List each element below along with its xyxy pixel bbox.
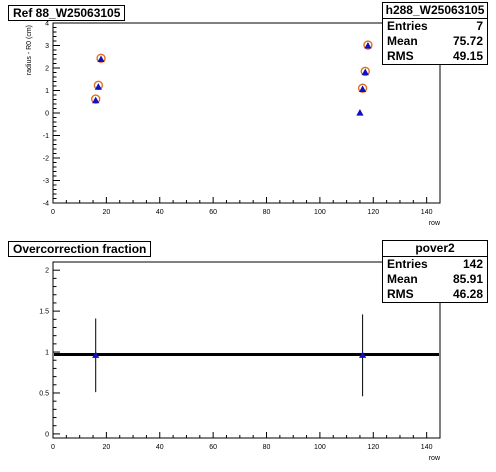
stats-mean-row: Mean 75.72 [383,34,487,49]
stats-mean: 75.72 [452,34,483,48]
data-point-triangle [359,351,367,358]
data-point-triangle [361,68,369,76]
stats-mean: 85.91 [452,272,483,286]
stats-rms: 46.28 [452,287,483,301]
y-tick-label: 4 [45,21,49,28]
stats-rms: 49.15 [452,49,483,63]
plot-overcorrection: 0 20 40 60 80 100 120 140 0 0.5 1 1.5 2 row [39,261,441,462]
x-tick-label: 60 [209,209,217,216]
x-tick-label: 120 [367,209,379,216]
plot-radius-vs-row: 0 20 40 60 80 100 120 140 -4 -3 -2 -1 0 1 2 3 4 row radius… [26,21,441,228]
x-axis-label: row [429,220,441,227]
x-tick-label: 20 [102,209,110,216]
stats-rms-row: RMS 46.28 [383,287,487,302]
x-axis-label: row [429,455,441,462]
stats-name: h288_W25063105 [383,3,487,19]
plot-title: Ref 88_W25063105 [8,5,126,21]
stats-rms-label: RMS [387,49,414,63]
x-tick-label: 40 [156,209,164,216]
y-tick-label: -4 [43,201,49,208]
x-tick-label: 60 [209,444,217,451]
stats-entries-label: Entries [387,19,428,33]
data-point-triangle [364,41,372,49]
data-point-circle [357,83,368,93]
data-point-triangle [356,109,364,116]
x-tick-label: 0 [51,209,55,216]
x-tick-label: 140 [421,444,433,451]
stats-box: pover2 Entries 142 Mean 85.91 RMS 46.28 [382,240,488,303]
y-tick-label: 1 [45,88,49,95]
stats-mean-label: Mean [387,272,418,286]
x-tick-label: 80 [263,209,271,216]
stats-name: pover2 [383,241,487,257]
y-tick-label: 2 [45,268,49,275]
y-tick-label: 2 [45,66,49,73]
x-tick-label: 20 [102,444,110,451]
y-tick-label: 0 [45,111,49,118]
x-tick-label: 40 [156,444,164,451]
plot-frame [52,261,441,439]
y-tick-label: -1 [43,133,49,140]
data-point-triangle [92,351,100,358]
stats-mean-label: Mean [387,34,418,48]
plot-title: Overcorrection fraction [8,241,152,257]
stats-entries-row: Entries 7 [383,19,487,34]
y-tick-label: 3 [45,43,49,50]
stats-entries: 7 [476,19,483,33]
bottom-panel: 0 20 40 60 80 100 120 140 0 0.5 1 1.5 2 row Overcorre… [0,236,496,472]
y-tick-label: 1.5 [39,309,49,316]
stats-entries: 142 [462,257,483,271]
data-point-triangle [94,83,102,90]
data-point-triangle [92,96,100,104]
x-tick-label: 100 [314,444,326,451]
x-tick-label: 0 [51,444,55,451]
y-tick-label: 0 [45,431,49,438]
data-point-triangle [359,85,367,92]
y-tick-label: -3 [43,178,49,185]
stats-entries-label: Entries [387,257,428,271]
stats-entries-row: Entries 142 [383,257,487,272]
x-tick-label: 140 [421,209,433,216]
data-point-circle [96,53,106,64]
top-panel: 0 20 40 60 80 100 120 140 -4 -3 -2 -1 0 1 2 3 4 row radius… [8,2,488,228]
stats-rms-row: RMS 49.15 [383,49,487,64]
data-point-circle [360,66,370,77]
data-point-triangle [97,55,105,63]
y-tick-label: -2 [43,156,49,163]
y-axis-label: radius - R0 (cm) [26,25,33,75]
stats-mean-row: Mean 85.91 [383,272,487,287]
x-tick-label: 120 [367,444,379,451]
y-tick-label: 1 [45,350,49,357]
y-tick-label: 0.5 [39,390,49,397]
stats-rms-label: RMS [387,287,414,301]
data-point-circle [363,40,373,50]
x-tick-label: 100 [314,209,326,216]
stats-box: h288_W25063105 Entries 7 Mean 75.72 RMS 49.… [382,2,488,65]
x-tick-label: 80 [263,444,271,451]
